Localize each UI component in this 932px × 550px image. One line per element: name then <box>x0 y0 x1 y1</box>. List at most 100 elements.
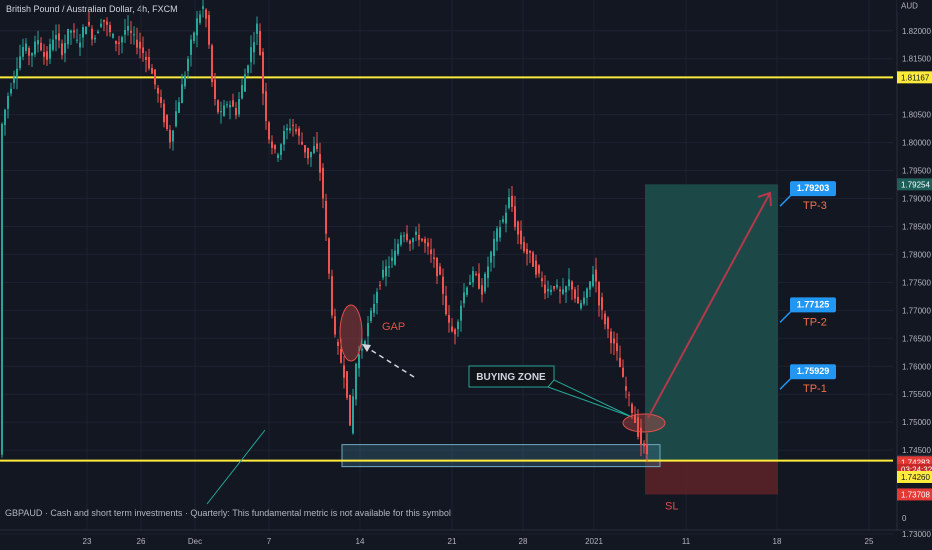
price-tag: AUD <box>897 0 932 12</box>
x-tick-label: 14 <box>356 537 365 546</box>
candle-body <box>481 285 483 295</box>
price-tag: 1.79254 <box>897 178 932 191</box>
candle-body <box>355 363 357 400</box>
candle-body <box>190 39 192 55</box>
candle-body <box>328 238 330 274</box>
y-tick-label: 1.79500 <box>902 167 931 176</box>
candle-body <box>433 257 435 260</box>
candle-body <box>451 326 453 332</box>
candle-body <box>367 323 369 337</box>
candle-body <box>148 57 150 69</box>
candle-body <box>475 273 477 275</box>
candle-body <box>325 200 327 234</box>
price-tag-bg <box>897 0 932 12</box>
tp-price-box <box>790 364 836 380</box>
y-tick-label: 1.73000 <box>902 530 931 539</box>
candle-body <box>505 212 507 224</box>
candle-body <box>43 52 45 57</box>
y-tick-label: 1.76500 <box>902 334 931 343</box>
candle-body <box>193 32 195 41</box>
candle-body <box>115 40 117 44</box>
candle-body <box>73 30 75 33</box>
candle-body <box>478 273 480 289</box>
candle-body <box>604 313 606 325</box>
y-tick-label: 1.77000 <box>902 306 931 315</box>
candle-body <box>16 68 18 78</box>
candle-body <box>169 129 171 143</box>
candle-body <box>502 219 504 222</box>
candle-body <box>124 30 126 35</box>
candle-body <box>466 287 468 295</box>
candle-body <box>634 414 636 423</box>
candle-body <box>598 282 600 306</box>
candle-body <box>388 266 390 268</box>
candle-body <box>64 43 66 54</box>
candle-body <box>412 238 414 243</box>
candle-body <box>379 284 381 287</box>
candle-body <box>631 404 633 413</box>
x-tick-label: 25 <box>865 537 874 546</box>
candle-body <box>613 338 615 344</box>
candle-body <box>427 242 429 247</box>
candle-body <box>499 227 501 238</box>
candle-body <box>70 30 72 33</box>
candle-body <box>643 443 645 447</box>
candle-body <box>589 281 591 290</box>
candle-body <box>382 269 384 278</box>
candle-body <box>13 77 15 83</box>
candle-body <box>250 47 252 63</box>
candle-body <box>415 231 417 235</box>
candle-body <box>175 111 177 127</box>
candle-body <box>106 21 108 25</box>
x-tick-label: 2021 <box>585 537 603 546</box>
candle-body <box>592 274 594 287</box>
candle-body <box>454 329 456 335</box>
candle-body <box>304 145 306 153</box>
candle-body <box>394 250 396 265</box>
sl-label: SL <box>665 500 678 512</box>
tp-name-label: TP-3 <box>803 200 827 212</box>
candle-body <box>361 348 363 351</box>
candle-body <box>346 371 348 398</box>
y-tick-label: 1.75500 <box>902 390 931 399</box>
candle-body <box>352 396 354 434</box>
price-tag-label: 1.73708 <box>901 490 930 499</box>
projection-arrow-line <box>647 192 771 419</box>
tp-pointer <box>779 377 792 390</box>
candle-body <box>55 35 57 40</box>
candle-body <box>343 365 345 378</box>
candle-body <box>436 257 438 277</box>
gap-arrow-head <box>362 344 371 352</box>
candle-body <box>208 14 210 45</box>
tp-price-box <box>790 297 836 313</box>
candle-body <box>625 386 627 391</box>
candle-body <box>133 34 135 36</box>
candle-body <box>610 331 612 344</box>
candle-body <box>538 265 540 274</box>
candle-body <box>487 266 489 279</box>
candle-body <box>271 141 273 148</box>
candle-body <box>40 42 42 51</box>
candle-body <box>22 47 24 57</box>
x-tick-label: Dec <box>188 537 202 546</box>
price-tag-bg <box>897 178 932 191</box>
candle-body <box>136 39 138 48</box>
candle-body <box>163 103 165 123</box>
candle-body <box>244 74 246 92</box>
candle-body <box>118 42 120 44</box>
symbol-title: British Pound / Australian Dollar, 4h, F… <box>6 4 178 14</box>
buying-zone-box <box>341 444 661 468</box>
candle-body <box>226 104 228 106</box>
candle-body <box>298 128 300 136</box>
candle-body <box>424 239 426 244</box>
candle-body <box>37 40 39 45</box>
y-tick-label: 1.82000 <box>902 27 931 36</box>
gap-label: GAP <box>382 321 405 333</box>
candle-body <box>601 297 603 310</box>
candle-body <box>172 130 174 142</box>
candle-body <box>238 99 240 115</box>
buying-zone-callout-tail <box>547 379 633 418</box>
candle-body <box>421 238 423 241</box>
